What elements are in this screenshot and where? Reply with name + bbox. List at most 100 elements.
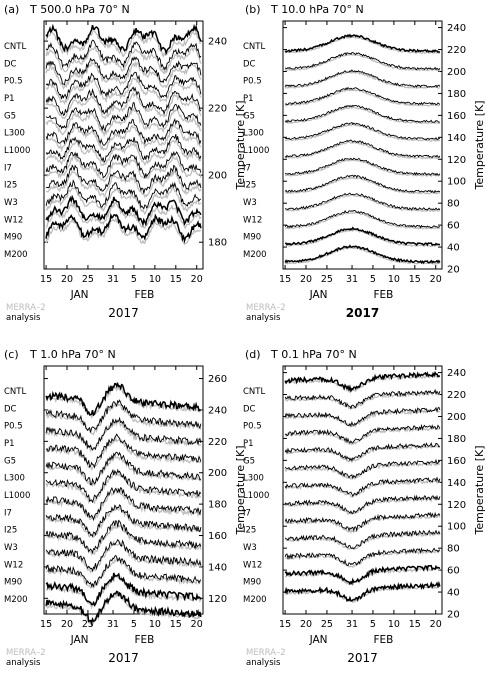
plot-frame xyxy=(282,20,443,270)
x-tick-label: 15 xyxy=(40,619,52,630)
series-line-L300 xyxy=(284,458,441,480)
series-line-L300 xyxy=(45,102,202,133)
x-tick-label: 15 xyxy=(40,274,52,285)
y-axis-title: Temperature [K] xyxy=(473,101,486,191)
analysis-line-CNTL xyxy=(284,372,441,394)
series-label-m90: M90 xyxy=(4,578,22,588)
series-label-g5: G5 xyxy=(4,111,16,121)
x-tick-label: 15 xyxy=(409,274,421,285)
analysis-line-P0.5 xyxy=(284,70,440,90)
x-tick-label: 10 xyxy=(149,274,161,285)
series-line-M200 xyxy=(45,590,202,627)
series-label-dc: DC xyxy=(243,404,256,414)
legend-analysis: analysis xyxy=(246,313,281,323)
x-tick-label: 31 xyxy=(346,619,358,630)
panel-c: (c) T 1.0 hPa 70° N 15 20 25 31 5 10 15 20 JAN FEB 2… xyxy=(4,348,247,668)
series-label-dc: DC xyxy=(4,59,17,69)
y-tick-label: 40 xyxy=(447,588,460,599)
x-tick-label: 25 xyxy=(321,619,333,630)
series-label-m200: M200 xyxy=(4,595,28,605)
x-tick-label: 15 xyxy=(279,619,291,630)
y-tick-label: 200 xyxy=(208,468,227,479)
series-line-P0.5 xyxy=(284,406,441,428)
series-label-dc: DC xyxy=(243,59,256,69)
series-line-L1000 xyxy=(284,476,441,498)
x-tick-label: 20 xyxy=(430,274,442,285)
y-tick-label: 60 xyxy=(447,221,460,232)
y-tick-label: 220 xyxy=(208,437,227,448)
month-label: FEB xyxy=(134,634,154,646)
y-tick-label: 100 xyxy=(447,522,466,533)
analysis-line-I7 xyxy=(285,158,441,178)
panel-label: (c) xyxy=(4,348,19,361)
x-tick-label: 20 xyxy=(300,619,312,630)
series-label-p1: P1 xyxy=(4,439,15,449)
panel-a: (a) T 500.0 hPa 70° N 15 20 25 31 5 10 15 20 JAN FE… xyxy=(4,3,247,323)
series-line-I7 xyxy=(284,494,441,515)
year-label: 2017 xyxy=(108,651,139,665)
plot-frame xyxy=(43,365,204,615)
series-label-l300: L300 xyxy=(4,474,25,484)
series-label-w3: W3 xyxy=(243,198,257,208)
y-tick-label: 180 xyxy=(208,238,227,249)
analysis-line-M200 xyxy=(45,216,202,246)
y-tick-label: 140 xyxy=(447,478,466,489)
y-axis-title: Temperature [K] xyxy=(234,101,247,191)
series-line-M90 xyxy=(284,564,441,586)
series-line-G5 xyxy=(45,86,202,117)
panel-label: (d) xyxy=(245,348,261,361)
series-line-W3 xyxy=(284,529,441,550)
series-label-p1: P1 xyxy=(243,439,254,449)
x-tick-label: 20 xyxy=(61,619,73,630)
analysis-line-P1 xyxy=(284,426,441,446)
series-line-M90 xyxy=(284,226,441,247)
analysis-line-I7 xyxy=(46,139,202,167)
x-tick-label: 25 xyxy=(321,274,333,285)
analysis-line-P1 xyxy=(284,88,440,107)
legend-merra: MERRA–2 xyxy=(246,648,286,658)
x-tick-label: 20 xyxy=(191,274,203,285)
series-line-P0.5 xyxy=(284,69,441,89)
analysis-line-I25 xyxy=(45,153,202,183)
series-line-DC xyxy=(284,388,441,410)
series-label-w3: W3 xyxy=(4,543,18,553)
x-tick-label: 15 xyxy=(170,274,182,285)
series-line-G5 xyxy=(284,441,441,462)
y-tick-label: 120 xyxy=(447,500,466,511)
series-line-W3 xyxy=(45,539,202,573)
series-line-CNTL xyxy=(45,381,202,417)
month-label: JAN xyxy=(70,289,89,301)
y-axis-title: Temperature [K] xyxy=(234,446,247,536)
series-label-dc: DC xyxy=(4,404,17,414)
analysis-line-G5 xyxy=(45,453,202,488)
year-label: 2017 xyxy=(347,651,378,665)
analysis-line-CNTL xyxy=(284,35,441,55)
series-line-L1000 xyxy=(45,118,202,146)
series-label-i25: I25 xyxy=(4,181,17,191)
series-line-W3 xyxy=(45,164,202,194)
series-label-g5: G5 xyxy=(4,456,16,466)
y-tick-label: 200 xyxy=(447,412,466,423)
series-line-W12 xyxy=(45,179,202,210)
analysis-line-M90 xyxy=(285,229,441,248)
x-tick-label: 15 xyxy=(170,619,182,630)
analysis-line-L1000 xyxy=(284,141,441,160)
series-label-p0_5: P0.5 xyxy=(4,422,23,432)
x-tick-label: 20 xyxy=(61,274,73,285)
analysis-line-W12 xyxy=(284,549,441,569)
panel-title: T 1.0 hPa 70° N xyxy=(29,348,116,361)
y-axis-title: Temperature [K] xyxy=(473,446,486,536)
analysis-line-P1 xyxy=(45,77,202,105)
y-tick-label: 20 xyxy=(447,610,460,621)
analysis-line-W3 xyxy=(284,193,441,213)
series-label-w12: W12 xyxy=(243,560,262,570)
series-label-l300: L300 xyxy=(243,474,264,484)
series-label-w12: W12 xyxy=(4,215,23,225)
series-line-P0.5 xyxy=(45,416,202,451)
series-label-cntl: CNTL xyxy=(243,42,265,52)
y-tick-label: 80 xyxy=(447,544,460,555)
y-tick-label: 200 xyxy=(208,171,227,182)
analysis-line-I25 xyxy=(285,175,441,195)
y-tick-label: 160 xyxy=(447,456,466,467)
x-tick-label: 15 xyxy=(279,274,291,285)
